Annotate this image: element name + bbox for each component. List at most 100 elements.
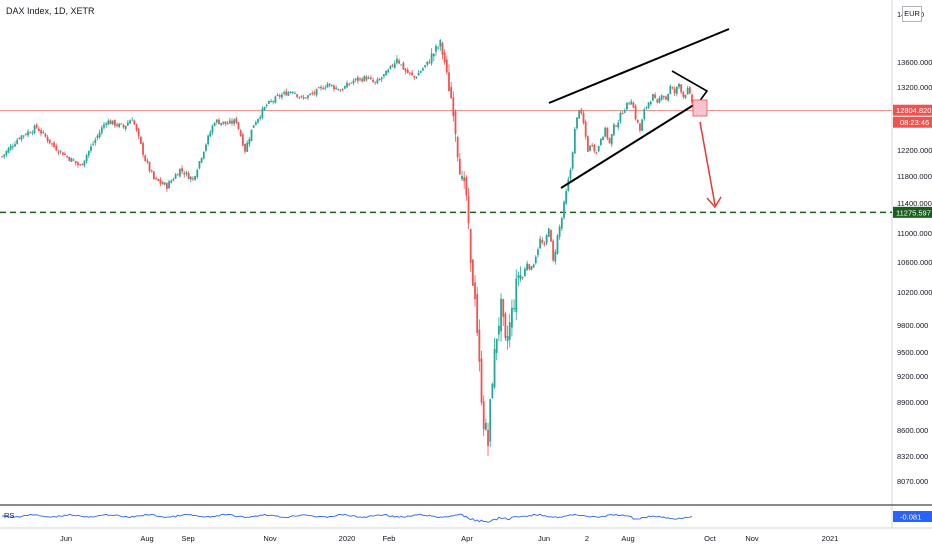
candle-body bbox=[556, 235, 559, 254]
candle-body bbox=[307, 95, 309, 98]
candle-body bbox=[211, 125, 214, 133]
svg-text:08:23:46: 08:23:46 bbox=[900, 118, 929, 127]
svg-text:-0.081: -0.081 bbox=[900, 513, 921, 522]
candle-body bbox=[85, 155, 88, 161]
candle-body bbox=[487, 429, 489, 446]
candle-body bbox=[278, 95, 281, 97]
candle-body bbox=[409, 72, 411, 74]
candle-body bbox=[359, 78, 361, 80]
candle-body bbox=[311, 93, 314, 95]
candle-body bbox=[53, 142, 55, 148]
symbol-title[interactable]: DAX Index, 1D, XETR bbox=[6, 6, 95, 16]
candle-body bbox=[684, 94, 687, 98]
candle-body bbox=[328, 83, 331, 86]
candle-body bbox=[680, 84, 683, 93]
candle-body bbox=[511, 307, 513, 328]
rs-indicator-line bbox=[1, 513, 693, 523]
candle-body bbox=[515, 278, 518, 312]
candle-body bbox=[237, 122, 240, 129]
candle-body bbox=[239, 130, 242, 137]
time-axis[interactable]: Jun Aug Sep Nov 2020 Feb Apr Jun 2 Aug Oct Nov 2021 bbox=[60, 534, 838, 543]
candle-body bbox=[59, 150, 62, 152]
candle-body bbox=[372, 79, 374, 82]
candle-body bbox=[482, 401, 485, 430]
price-tick-label: 8320.000 bbox=[897, 452, 928, 461]
candle-body bbox=[630, 101, 633, 105]
candle-body bbox=[467, 196, 470, 224]
candle-body bbox=[513, 308, 515, 310]
candle-body bbox=[441, 43, 444, 55]
candle-body bbox=[96, 135, 99, 139]
candle-body bbox=[92, 143, 95, 145]
candle-body bbox=[215, 119, 218, 123]
candle-body bbox=[315, 88, 318, 96]
candle-body bbox=[586, 136, 589, 152]
bearish-arrowhead[interactable] bbox=[706, 196, 722, 209]
candle-body bbox=[422, 68, 424, 71]
candle-body bbox=[534, 256, 537, 264]
candle-body bbox=[77, 162, 79, 165]
candle-body bbox=[94, 139, 97, 144]
candle-body bbox=[634, 106, 637, 120]
rs-indicator-name[interactable]: RS bbox=[4, 511, 15, 520]
candle-body bbox=[673, 88, 676, 94]
drawings[interactable] bbox=[548, 28, 730, 209]
candle-body bbox=[623, 110, 626, 113]
candle-body bbox=[385, 70, 387, 76]
svg-text:11275.597: 11275.597 bbox=[896, 208, 931, 217]
candle-body bbox=[413, 75, 416, 78]
candle-body bbox=[200, 157, 203, 163]
candle-body bbox=[519, 275, 522, 280]
candle-body bbox=[352, 80, 355, 84]
candle-body bbox=[205, 144, 207, 151]
bearish-arrow[interactable] bbox=[699, 121, 716, 206]
candle-body bbox=[40, 130, 42, 134]
target-marker[interactable] bbox=[692, 99, 708, 117]
candle-body bbox=[142, 143, 144, 155]
candle-body bbox=[589, 145, 591, 151]
wedge-upper-trendline[interactable] bbox=[548, 28, 730, 104]
candle-body bbox=[580, 109, 583, 114]
candle-body bbox=[61, 152, 64, 156]
candle-body bbox=[341, 89, 344, 91]
candle-body bbox=[504, 313, 507, 338]
candle-body bbox=[639, 123, 641, 131]
candle-body bbox=[506, 335, 509, 342]
candle-body bbox=[259, 117, 262, 119]
candle-body bbox=[396, 58, 398, 64]
candle-body bbox=[361, 78, 364, 82]
candle-body bbox=[469, 228, 472, 263]
candle-body bbox=[552, 240, 555, 261]
candle-body bbox=[576, 117, 578, 129]
candle-body bbox=[517, 275, 520, 278]
currency-label[interactable]: EUR bbox=[902, 6, 922, 22]
candle-body bbox=[691, 94, 693, 103]
candle-body bbox=[263, 106, 266, 111]
price-axis[interactable]: 14.....0013600.00013200.00012800.0001220… bbox=[897, 10, 932, 486]
candle-body bbox=[521, 277, 524, 279]
candle-body bbox=[578, 110, 581, 119]
candle-body bbox=[46, 137, 49, 142]
candle-body bbox=[146, 160, 149, 163]
candle-body bbox=[228, 120, 231, 124]
candle-body bbox=[437, 47, 440, 49]
candle-body bbox=[369, 77, 372, 79]
candle-body bbox=[313, 92, 316, 94]
candle-body bbox=[532, 264, 535, 268]
time-tick-label: Nov bbox=[263, 534, 277, 543]
candle-body bbox=[144, 155, 147, 162]
candle-body bbox=[398, 60, 400, 64]
wedge-lower-trendline[interactable] bbox=[560, 100, 701, 189]
candle-body bbox=[619, 113, 622, 122]
candle-body bbox=[70, 158, 73, 162]
price-tick-label: 9500.000 bbox=[897, 348, 928, 357]
candle-body bbox=[55, 145, 58, 151]
candle-body bbox=[667, 93, 670, 101]
candle-body bbox=[57, 151, 60, 153]
candle-body bbox=[610, 134, 613, 145]
rs-value-badge: -0.081 bbox=[893, 511, 932, 522]
time-tick-label: Nov bbox=[745, 534, 759, 543]
price-tick-label: 13200.000 bbox=[897, 83, 932, 92]
candle-body bbox=[222, 121, 225, 124]
